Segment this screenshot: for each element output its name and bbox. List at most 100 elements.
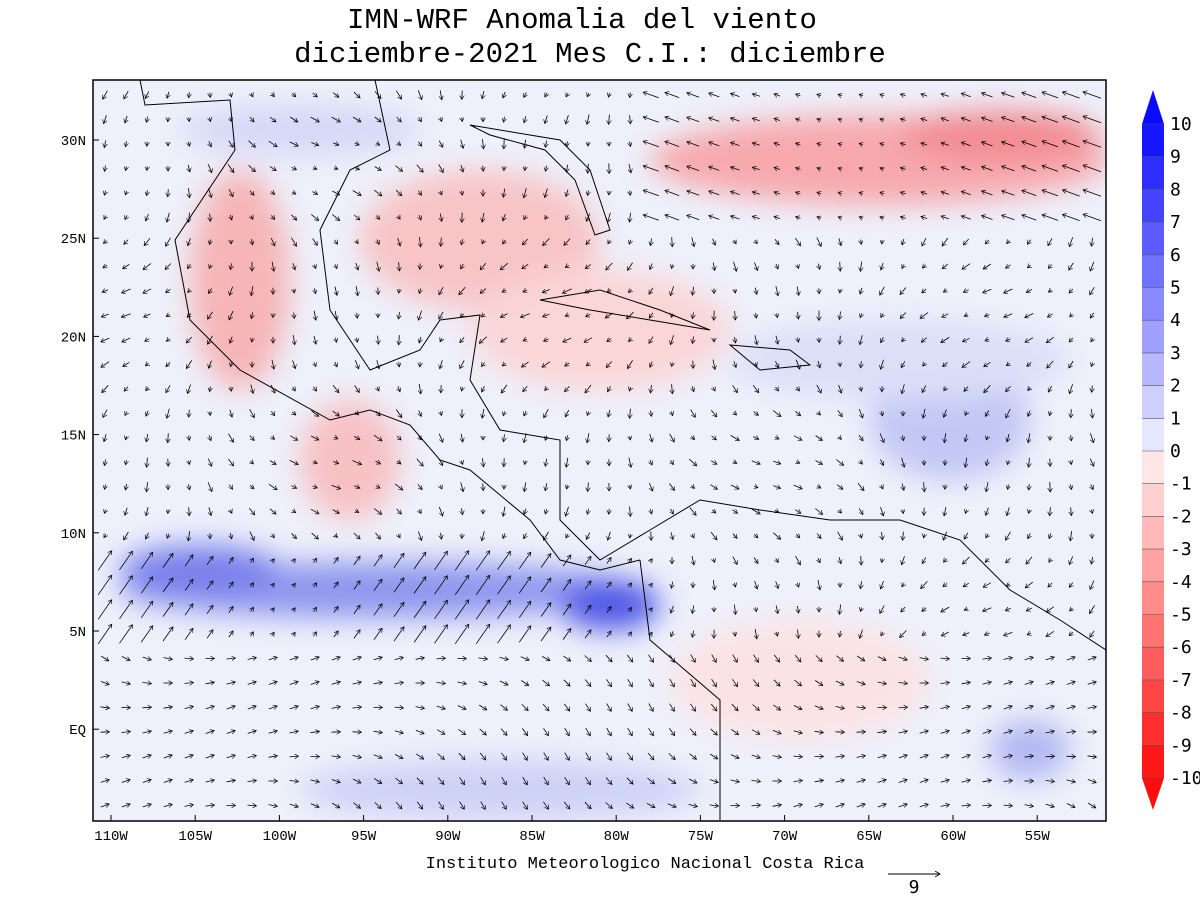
wind-arrow: [798, 337, 799, 343]
wind-arrow: [104, 216, 106, 220]
wind-arrow: [838, 94, 842, 95]
wind-arrow: [903, 435, 904, 440]
wind-arrow: [817, 168, 821, 170]
wind-arrow: [882, 410, 883, 416]
colorbar-band: [1142, 352, 1164, 386]
wind-arrow: [454, 551, 469, 571]
wind-arrow: [144, 314, 151, 317]
wind-arrow: [964, 386, 968, 392]
wind-arrow: [879, 433, 884, 442]
wind-arrow: [228, 557, 233, 564]
wind-arrow: [923, 363, 926, 366]
wind-arrow: [734, 240, 737, 244]
wind-arrow: [293, 387, 296, 391]
wind-arrow: [462, 508, 463, 515]
wind-arrow: [1046, 336, 1054, 343]
wind-arrow: [818, 412, 821, 415]
wind-arrow: [859, 94, 863, 95]
wind-arrow: [269, 116, 276, 122]
wind-arrow: [378, 335, 379, 345]
wind-arrow: [291, 214, 296, 220]
wind-arrow: [189, 507, 190, 515]
wind-arrow: [1029, 483, 1030, 490]
wind-arrow: [713, 359, 715, 370]
wind-arrow: [399, 362, 400, 367]
wind-arrow: [166, 385, 171, 392]
wind-arrow: [817, 119, 821, 121]
wind-arrow: [774, 239, 779, 244]
wind-arrow: [775, 510, 779, 512]
wind-arrow: [352, 460, 361, 465]
wind-arrow: [230, 93, 231, 97]
wind-arrow: [793, 484, 802, 489]
wind-arrow: [961, 118, 971, 122]
wind-arrow: [586, 363, 589, 366]
wind-arrow: [818, 558, 820, 563]
wind-arrow: [984, 385, 991, 392]
wind-arrow: [1089, 286, 1095, 295]
wind-arrow: [982, 216, 993, 220]
wind-arrow: [713, 559, 714, 563]
wind-arrow: [944, 559, 947, 563]
colorbar-band: [1142, 581, 1164, 615]
wind-arrow: [357, 337, 358, 343]
wind-arrow: [963, 556, 970, 564]
wind-arrow: [332, 410, 340, 416]
colorbar-label: 5: [1170, 278, 1181, 299]
wind-arrow: [206, 581, 213, 590]
colorbar-band: [1142, 124, 1164, 157]
wind-arrow: [838, 217, 842, 218]
wind-arrow: [629, 289, 632, 292]
wind-arrow: [1089, 458, 1094, 467]
y-tick-label: 30N: [61, 134, 86, 150]
wind-arrow: [902, 238, 904, 245]
wind-arrow: [461, 263, 464, 269]
wind-arrow: [627, 262, 633, 271]
wind-arrow: [565, 315, 569, 317]
wind-arrow: [188, 484, 189, 490]
wind-arrow: [207, 335, 213, 344]
wind-arrow: [815, 460, 823, 465]
wind-arrow: [313, 462, 317, 464]
wind-arrow: [671, 411, 672, 415]
wind-arrow: [229, 484, 232, 490]
wind-arrow: [396, 90, 402, 99]
wind-arrow: [331, 484, 340, 489]
wind-arrow: [543, 314, 550, 317]
wind-arrow: [292, 412, 296, 415]
wind-arrow: [523, 386, 528, 391]
wind-arrow: [961, 191, 971, 196]
wind-arrow: [419, 510, 422, 514]
wind-arrow: [942, 237, 949, 246]
wind-arrow: [796, 217, 801, 219]
wind-arrow: [857, 483, 864, 490]
wind-arrow: [752, 167, 760, 170]
wind-arrow: [270, 384, 275, 393]
wind-arrow: [268, 140, 277, 147]
wind-arrow: [461, 482, 464, 491]
cuba: [539, 289, 711, 331]
wind-arrow: [335, 310, 337, 320]
wind-arrow: [1025, 313, 1034, 317]
wind-arrow: [709, 118, 720, 122]
wind-arrow: [961, 167, 971, 171]
wind-arrow: [774, 143, 781, 145]
colorbar-band: [1142, 451, 1164, 484]
wind-arrow: [858, 408, 863, 418]
wind-arrow: [670, 335, 674, 344]
wind-arrow: [733, 412, 736, 415]
wind-arrow: [125, 215, 127, 219]
wind-arrow: [441, 237, 442, 247]
x-tick-label: 95W: [351, 829, 377, 845]
wind-arrow: [1028, 533, 1031, 538]
wind-arrow: [941, 167, 950, 170]
wind-arrow: [291, 533, 297, 538]
wind-arrow: [773, 486, 780, 489]
wind-arrow: [440, 485, 442, 489]
wind-arrow: [188, 164, 190, 172]
wind-arrow: [839, 311, 840, 320]
wind-arrow: [985, 559, 989, 563]
wind-arrow: [1050, 411, 1051, 415]
wind-arrow: [731, 142, 740, 145]
